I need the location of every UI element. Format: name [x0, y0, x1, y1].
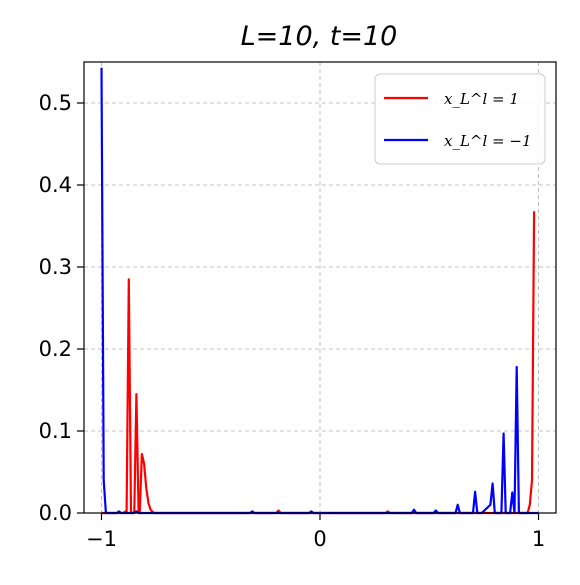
legend-box — [374, 73, 546, 165]
y-tick-label: 0.2 — [39, 337, 72, 361]
x-tick-label: 1 — [532, 527, 545, 551]
series-line-xl-plus-1 — [101, 211, 536, 515]
x-tick-label: 0 — [313, 527, 326, 551]
y-tick-label: 0.4 — [39, 173, 72, 197]
axes: −1 0 1 0.0 0.1 0.2 0.3 0.4 0.5 — [39, 91, 546, 551]
legend: x_L^l = 1 x_L^l = −1 — [374, 73, 546, 165]
y-tick-label: 0.1 — [39, 419, 72, 443]
x-tick-label: −1 — [86, 527, 117, 551]
y-tick-label: 0.3 — [39, 255, 72, 279]
legend-label: x_L^l = 1 — [444, 90, 519, 108]
chart-title: L=10, t=10 — [241, 21, 398, 52]
y-tick-label: 0.5 — [39, 91, 72, 115]
legend-label: x_L^l = −1 — [444, 132, 532, 150]
y-tick-label: 0.0 — [39, 501, 72, 525]
